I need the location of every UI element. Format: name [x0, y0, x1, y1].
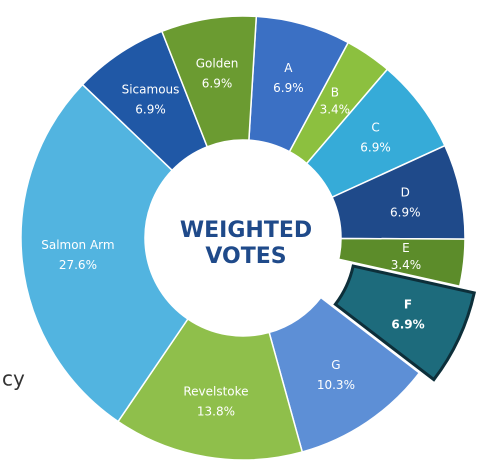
segment-value: 6.9% — [391, 317, 424, 331]
donut-segment — [160, 15, 258, 148]
segment-value: 6.9% — [390, 206, 421, 220]
center-title: WEIGHTED VOTES — [180, 218, 312, 269]
segment-label: Golden — [196, 57, 239, 71]
segment-label: G — [331, 358, 340, 372]
segment-value: 3.4% — [391, 258, 422, 272]
segment-label: D — [401, 186, 410, 200]
segment-label: A — [284, 61, 293, 75]
segment-label: Salmon Arm — [41, 238, 114, 252]
donut-segment — [337, 237, 466, 288]
donut-segment — [333, 264, 477, 382]
donut-segment — [20, 83, 189, 423]
segment-value: 13.8% — [197, 404, 235, 418]
segment-value: 6.9% — [360, 141, 391, 155]
segment-value: 3.4% — [320, 103, 351, 117]
segment-value: 6.9% — [202, 77, 233, 91]
segment-label: C — [371, 121, 379, 135]
segment-value: 6.9% — [273, 81, 304, 95]
segment-value: 27.6% — [59, 258, 97, 272]
annotation: cy — [2, 367, 25, 391]
segment-label: Revelstoke — [183, 384, 248, 398]
segment-label: F — [404, 297, 412, 311]
segment-label: B — [331, 86, 339, 100]
segment-value: 10.3% — [317, 378, 355, 392]
segment-label: E — [402, 241, 410, 255]
segment-value: 6.9% — [135, 103, 166, 117]
segment-label: Sicamous — [122, 83, 180, 97]
